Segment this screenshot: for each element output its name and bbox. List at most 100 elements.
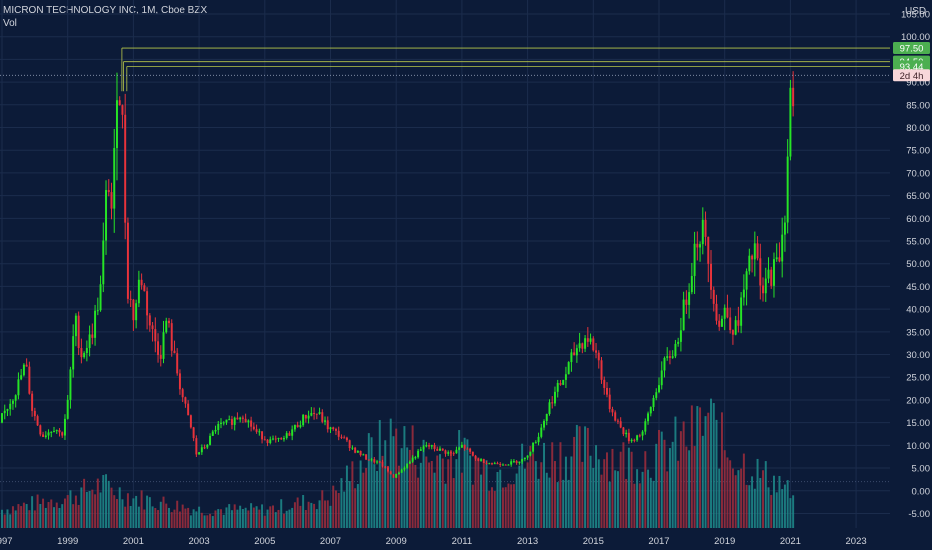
volume-bar — [737, 470, 740, 528]
candle-body — [31, 393, 34, 411]
candle-body — [88, 334, 91, 349]
volume-bar — [255, 506, 258, 528]
volume-bar — [616, 471, 619, 528]
candle-body — [712, 289, 715, 304]
candle-body — [6, 409, 9, 411]
volume-bar — [556, 482, 559, 528]
candle-body — [715, 303, 718, 321]
volume-bar — [570, 456, 573, 528]
candle-body — [485, 462, 488, 464]
volume-bar — [159, 501, 162, 528]
candle-body — [515, 461, 518, 463]
y-tick-label: 65.00 — [906, 191, 930, 202]
volume-bar — [189, 515, 192, 528]
candle-body — [504, 464, 507, 466]
time-axis: 1997 1999 2001 2003 2005 2007 2009 2011 2013 2015… — [0, 536, 867, 547]
candle-body — [696, 243, 699, 248]
candle-body — [22, 364, 25, 376]
volume-bar — [225, 507, 228, 528]
volume-bar — [477, 457, 480, 528]
volume-bar — [206, 515, 209, 528]
candle-body — [778, 257, 781, 262]
volume-bar — [154, 507, 157, 528]
candle-body — [545, 413, 548, 421]
x-tick-label: 1997 — [0, 536, 13, 547]
volume-bar — [611, 448, 614, 528]
volume-bar — [622, 442, 625, 528]
volume-bar — [603, 459, 606, 528]
candle-body — [9, 403, 12, 410]
volume-bar — [668, 448, 671, 528]
candle-body — [214, 430, 217, 432]
volume-bar — [137, 506, 140, 528]
candle-body — [474, 455, 477, 459]
candle-body — [439, 448, 441, 451]
candle-body — [345, 437, 348, 441]
volume-bar — [595, 445, 598, 528]
price-tag-label: 2d 4h — [900, 71, 924, 82]
volume-bar — [690, 405, 693, 528]
volume-bar — [532, 453, 535, 528]
volume-bar — [321, 490, 324, 528]
y-tick-label: 55.00 — [906, 237, 930, 248]
volume-bar — [488, 490, 491, 528]
candle-body — [720, 318, 723, 327]
candle-body — [42, 434, 45, 438]
volume-bar — [414, 464, 417, 528]
volume-bar — [466, 439, 469, 528]
volume-bar — [704, 416, 707, 528]
candle-body — [737, 320, 740, 326]
volume-bar — [96, 478, 99, 528]
candle-body — [693, 243, 696, 277]
candle-body — [126, 222, 129, 299]
candle-body — [340, 436, 343, 438]
candle-body — [110, 192, 113, 209]
candle-body — [198, 452, 201, 455]
volume-bar — [712, 403, 715, 528]
volume-bar — [33, 510, 36, 528]
volume-bar — [597, 459, 600, 528]
grid — [0, 0, 890, 528]
volume-bar — [748, 485, 751, 528]
candle-body — [603, 379, 606, 388]
candle-body — [296, 424, 299, 428]
volume-bar — [132, 498, 135, 528]
candle-body — [261, 431, 264, 440]
candle-body — [699, 244, 702, 248]
x-tick-label: 2019 — [714, 536, 735, 547]
candle-body — [25, 364, 28, 367]
candle-body — [731, 330, 734, 335]
candle-body — [247, 420, 250, 423]
volume-bar — [107, 480, 110, 528]
candle-body — [1, 413, 3, 423]
volume-bar — [526, 462, 529, 528]
volume-bar — [50, 499, 53, 528]
candle-body — [143, 285, 146, 292]
volume-bar — [625, 478, 628, 528]
candle-body — [740, 297, 743, 326]
candle-body — [762, 285, 765, 294]
candle-body — [734, 320, 737, 335]
volume-bar — [252, 507, 255, 528]
volume-bar — [403, 426, 406, 528]
candle-body — [244, 418, 247, 423]
candle-body — [611, 409, 614, 413]
volume-bar — [102, 475, 105, 528]
candle-body — [466, 448, 469, 450]
volume-bar — [195, 511, 198, 528]
volume-bar — [584, 426, 587, 528]
candle-body — [269, 439, 272, 443]
candle-body — [529, 451, 532, 456]
candle-body — [181, 389, 184, 398]
volume-bar — [592, 467, 595, 528]
candle-body — [641, 431, 644, 436]
candle-body — [148, 315, 151, 326]
candle-body — [606, 387, 608, 395]
candle-body — [690, 276, 693, 293]
volume-bar — [740, 468, 743, 528]
volume-bar — [715, 419, 718, 528]
candle-body — [428, 445, 431, 447]
volume-bar — [718, 468, 721, 528]
volume-bar — [707, 412, 710, 528]
